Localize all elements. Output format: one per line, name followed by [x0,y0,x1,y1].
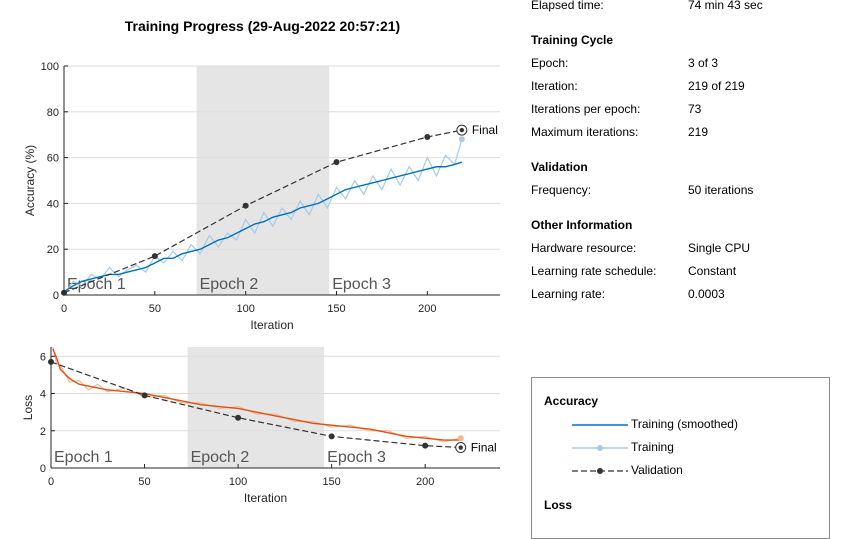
elapsed-time-value: 74 min 43 sec [688,0,763,12]
final-annotation: Final [471,441,497,455]
y-tick-label: 20 [47,244,59,256]
final-marker-dot [458,445,463,450]
x-tick-label: 200 [416,476,434,488]
iteration-label: Iteration: [531,79,578,93]
elapsed-time-row: Elapsed time: 74 min 43 sec [531,0,851,17]
validation-point [424,133,431,140]
epoch-label-2: Epoch 2 [191,449,250,466]
y-tick-label: 0 [40,463,46,475]
y-tick-label: 60 [47,153,59,165]
lr-schedule-row: Learning rate schedule: Constant [531,260,851,283]
legend-panel: Accuracy Training (smoothed) Training Va… [531,377,830,539]
final-annotation: Final [472,123,498,137]
series-training-smoothed-line [65,161,463,292]
x-axis-label: Iteration [250,318,293,332]
x-tick-label: 50 [149,303,161,315]
x-tick-label: 100 [236,303,254,315]
epoch-label: Epoch: [531,56,569,70]
other-information-heading: Other Information [531,218,633,232]
lr-schedule-value: Constant [688,264,737,278]
epoch-label-3: Epoch 3 [327,449,386,466]
legend-training-smoothed: Training (smoothed) [631,417,738,431]
training-smoothed-swatch [572,424,628,426]
x-tick-label: 150 [327,303,345,315]
iterations-per-epoch-label: Iterations per epoch: [531,102,641,116]
x-tick-label: 150 [322,476,340,488]
validation-point [328,433,335,440]
accuracy-plot: Epoch 1 Epoch 2 Epoch 3 Final 0 50 100 150 200 0 2… [23,61,500,332]
frequency-value: 50 iterations [688,183,754,197]
iteration-value: 219 of 219 [688,79,745,93]
iterations-per-epoch-row: Iterations per epoch: 73 [531,98,851,121]
training-final-point [458,136,465,143]
elapsed-time-label: Elapsed time: [531,0,604,12]
validation-swatch [572,468,628,474]
training-final-point [457,435,464,442]
series-training-smoothed-line [52,348,461,441]
y-tick-label: 2 [40,426,46,438]
learning-rate-row: Learning rate: 0.0003 [531,283,851,306]
iterations-per-epoch-value: 73 [688,102,702,116]
max-iterations-row: Maximum iterations: 219 [531,121,851,144]
series-training-line [65,139,463,294]
epoch-value: 3 of 3 [688,56,719,70]
frequency-label: Frequency: [531,183,592,197]
epoch-label-1: Epoch 1 [54,449,113,466]
y-tick-label: 40 [47,198,59,210]
x-tick-label: 0 [61,303,67,315]
x-tick-label: 200 [418,303,436,315]
y-tick-label: 80 [47,107,59,119]
lr-schedule-label: Learning rate schedule: [531,264,657,278]
frequency-row: Frequency: 50 iterations [531,179,851,202]
hardware-label: Hardware resource: [531,241,637,255]
epoch-label-2: Epoch 2 [200,276,259,293]
learning-rate-value: 0.0003 [688,287,725,301]
loss-plot: Epoch 1 Epoch 2 Epoch 3 Final 0 50 100 150 200 0 2… [21,346,500,505]
y-axis-label: Accuracy (%) [23,145,37,216]
legend-training: Training [631,440,674,454]
epoch-label-3: Epoch 3 [332,276,391,293]
hardware-row: Hardware resource: Single CPU [531,237,851,260]
legend-accuracy-heading: Accuracy [544,394,599,408]
series-validation-line [50,361,461,449]
x-axis-label: Iteration [244,491,287,505]
series-validation-line [63,129,462,294]
page-title: Training Progress (29-Aug-2022 20:57:21) [124,18,401,34]
y-tick-label: 4 [40,389,46,401]
validation-point [235,414,242,421]
x-tick-label: 0 [48,476,54,488]
info-panel: Elapsed time: 74 min 43 sec Training Cyc… [531,0,851,306]
validation-point [422,442,429,449]
y-tick-label: 100 [41,61,59,73]
legend-loss-heading: Loss [544,498,573,512]
epoch-label-1: Epoch 1 [67,276,126,293]
max-iterations-label: Maximum iterations: [531,125,639,139]
x-tick-label: 50 [138,476,150,488]
final-marker-dot [459,127,465,133]
epoch-row: Epoch: 3 of 3 [531,52,851,75]
y-tick-label: 6 [40,351,46,363]
epoch-band-2 [196,66,330,295]
hardware-value: Single CPU [688,241,751,255]
y-axis-label: Loss [21,395,35,420]
validation-point [151,253,158,260]
validation-point [141,392,148,399]
max-iterations-value: 219 [688,125,709,139]
validation-heading: Validation [531,160,588,174]
training-swatch [572,445,628,451]
y-tick-label: 0 [53,290,59,302]
legend-validation: Validation [631,463,683,477]
validation-point [333,159,340,166]
training-cycle-heading: Training Cycle [531,33,614,47]
x-tick-label: 100 [229,476,247,488]
epoch-band-2 [187,347,325,468]
learning-rate-label: Learning rate: [531,287,606,301]
validation-point [242,202,249,209]
iteration-row: Iteration: 219 of 219 [531,75,851,98]
